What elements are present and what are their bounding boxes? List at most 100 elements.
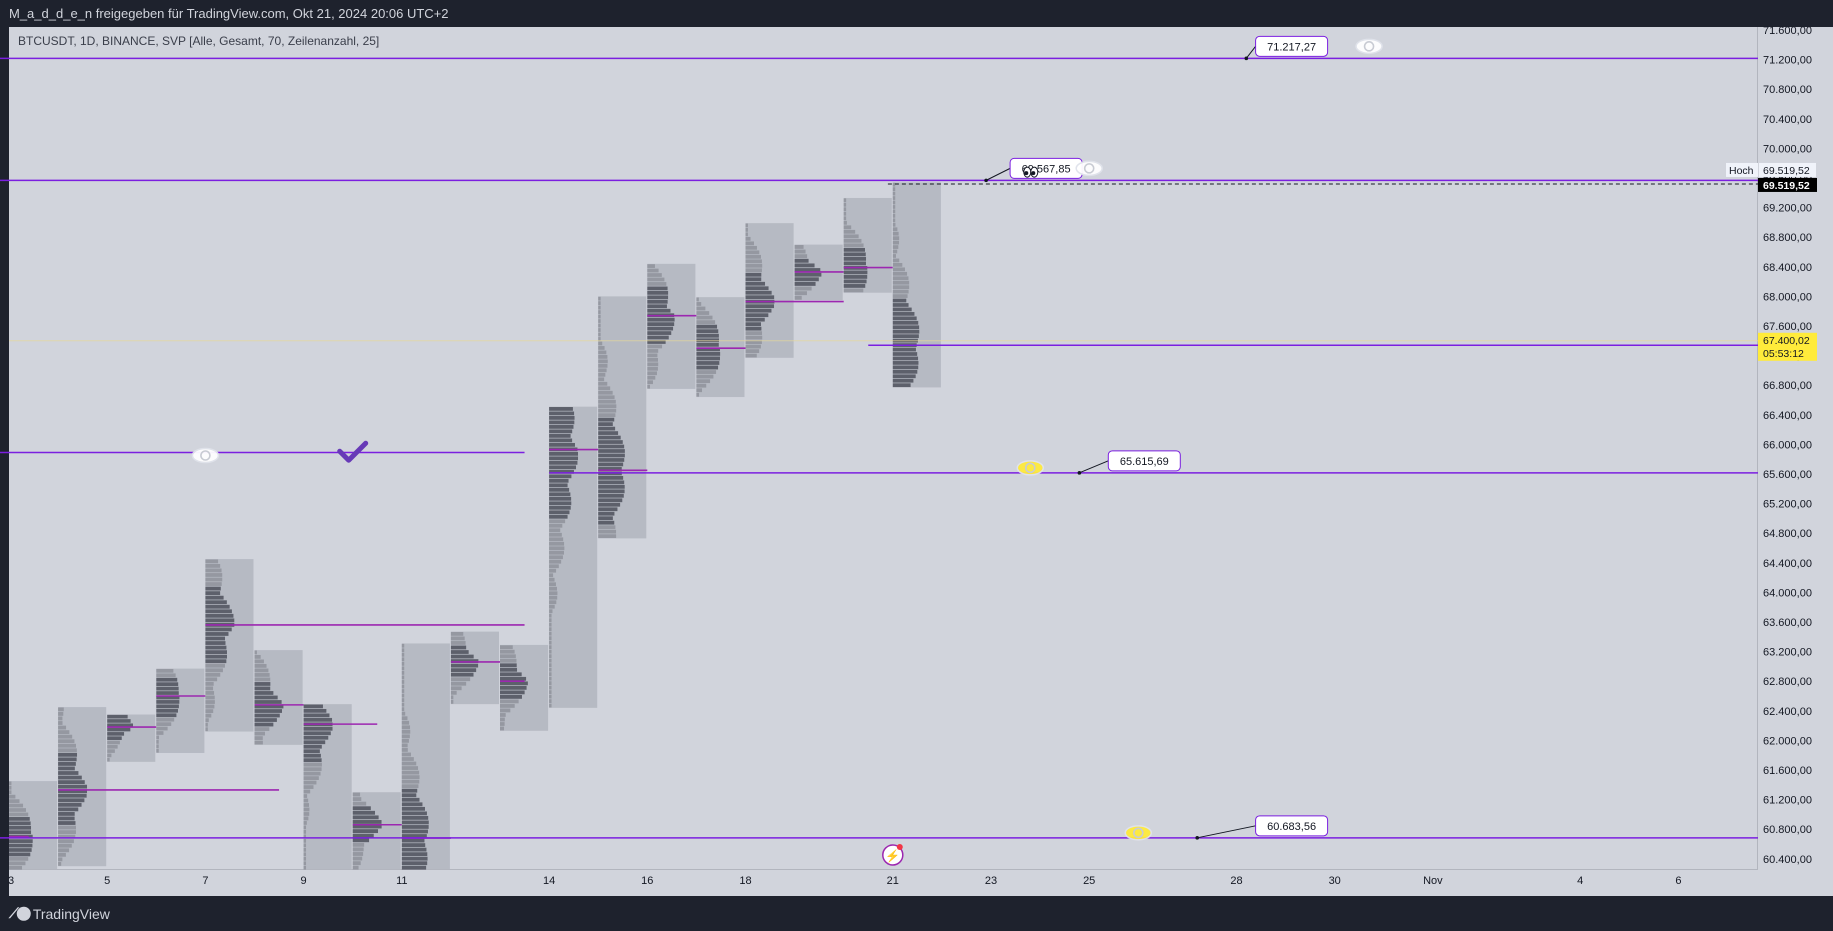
profile-row xyxy=(352,852,364,856)
profile-row xyxy=(156,740,159,744)
profile-row xyxy=(892,378,914,383)
profile-row xyxy=(647,317,675,322)
profile-row xyxy=(500,645,513,650)
profile-row xyxy=(696,347,720,352)
profile-row xyxy=(843,261,866,266)
profile-row xyxy=(352,856,363,861)
profile-row xyxy=(696,311,710,315)
price-tick-label: 61.200,00 xyxy=(1763,795,1812,807)
profile-row xyxy=(9,825,32,830)
price-tick-label: 61.600,00 xyxy=(1763,765,1812,777)
symbol-info-line[interactable]: BTCUSDT, 1D, BINANCE, SVP [Alle, Gesamt,… xyxy=(18,34,380,48)
profile-row xyxy=(892,196,896,200)
profile-row xyxy=(549,407,573,411)
level-callout-text: 65.615,69 xyxy=(1120,456,1169,468)
profile-row xyxy=(303,753,321,758)
profile-row xyxy=(598,476,624,480)
profile-row xyxy=(745,236,751,241)
profile-row xyxy=(892,303,909,307)
profile-row xyxy=(549,636,552,641)
profile-row xyxy=(745,263,763,268)
profile-row xyxy=(892,254,896,258)
profile-row xyxy=(303,785,314,789)
time-axis-background[interactable] xyxy=(9,870,1833,896)
profile-row xyxy=(843,234,859,239)
profile-row xyxy=(107,740,120,745)
profile-row xyxy=(58,848,70,853)
profile-row xyxy=(549,425,574,429)
profile-row xyxy=(843,229,856,234)
profile-row xyxy=(892,280,910,285)
profile-row xyxy=(598,516,613,521)
profile-row xyxy=(58,807,79,812)
profile-row xyxy=(58,816,75,821)
profile-row xyxy=(598,359,608,364)
profile-row xyxy=(745,268,762,273)
profile-row xyxy=(401,702,405,707)
tradingview-brand[interactable]: ⟋⬤ TradingView xyxy=(9,905,110,922)
profile-row xyxy=(303,803,310,807)
profile-row xyxy=(745,286,769,291)
profile-row xyxy=(549,456,579,461)
profile-row xyxy=(696,351,721,356)
profile-row xyxy=(401,865,427,870)
profile-row xyxy=(9,861,26,866)
profile-row xyxy=(401,761,417,766)
profile-row xyxy=(205,718,209,723)
profile-row xyxy=(205,668,223,673)
profile-row xyxy=(549,465,577,470)
profile-row xyxy=(598,372,606,377)
profile-row xyxy=(549,604,555,609)
eye-icon xyxy=(1355,38,1383,55)
profile-row xyxy=(549,496,572,501)
profile-row xyxy=(205,641,226,645)
profile-row xyxy=(549,564,559,569)
profile-row xyxy=(549,577,555,582)
profile-box xyxy=(598,296,647,539)
time-axis: 3 5 7 9 11 14 16 18 21 23 25 28 30 Nov 4 6 xyxy=(8,875,1682,887)
profile-row xyxy=(303,762,322,767)
profile-row xyxy=(303,771,321,776)
profile-row xyxy=(794,295,802,300)
profile-row xyxy=(205,600,227,605)
current-price-countdown: 05:53:12 xyxy=(1763,348,1804,360)
profile-row xyxy=(401,652,405,657)
profile-row xyxy=(647,277,665,282)
profile-row xyxy=(549,694,552,699)
profile-row xyxy=(549,627,552,632)
profile-row xyxy=(598,453,625,458)
time-tick-label: 4 xyxy=(1577,875,1583,887)
profile-row xyxy=(647,340,666,344)
profile-row xyxy=(500,658,517,663)
high-price-badge xyxy=(1758,177,1817,192)
profile-row xyxy=(450,695,454,700)
flash-event-dot xyxy=(896,844,903,850)
profile-row xyxy=(254,659,264,664)
profile-row xyxy=(500,654,516,659)
profile-row xyxy=(598,449,625,453)
eye-icon xyxy=(1016,460,1045,476)
profile-row xyxy=(598,431,619,435)
profile-row xyxy=(205,591,221,596)
profile-row xyxy=(205,586,221,591)
profile-row xyxy=(696,333,719,338)
profile-row xyxy=(892,361,919,365)
profile-row xyxy=(500,699,519,704)
profile-row xyxy=(598,422,613,426)
profile-row xyxy=(401,675,405,680)
profile-row xyxy=(303,789,311,794)
profile-row xyxy=(549,474,572,479)
profile-row xyxy=(254,736,263,740)
profile-row xyxy=(401,802,423,807)
profile-row xyxy=(450,663,479,668)
profile-row xyxy=(549,582,556,587)
price-tick-label: 68.400,00 xyxy=(1763,262,1812,274)
profile-row xyxy=(401,856,428,861)
profile-row xyxy=(401,657,405,662)
profile-row xyxy=(794,286,812,291)
profile-row xyxy=(745,277,762,282)
profile-row xyxy=(401,784,419,789)
profile-row xyxy=(598,534,617,539)
profile-row xyxy=(892,307,912,312)
